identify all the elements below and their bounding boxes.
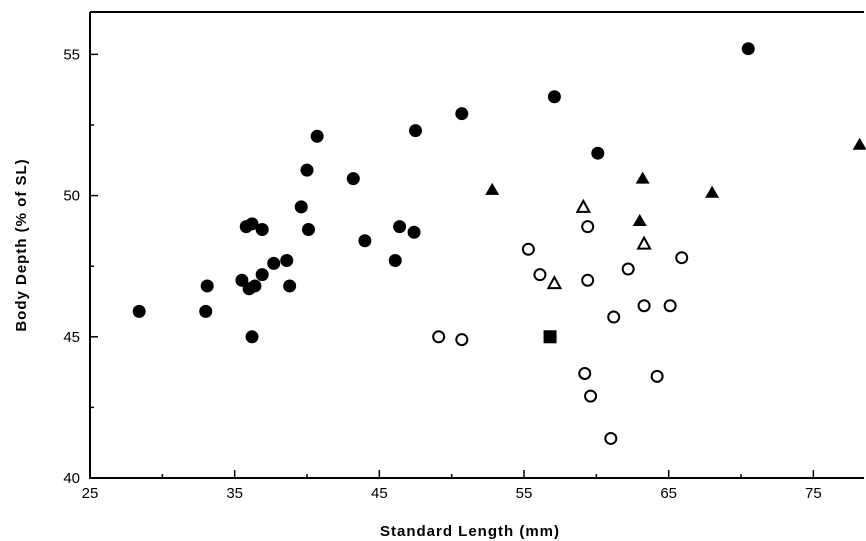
filled-triangle-point xyxy=(852,137,866,150)
filled-circle-point xyxy=(358,234,372,248)
filled-circle-point xyxy=(388,254,402,268)
filled-circle-point xyxy=(280,254,294,268)
filled-circle-point xyxy=(346,172,360,186)
x-tick-label: 35 xyxy=(226,485,243,502)
open-triangle-point xyxy=(575,198,592,213)
y-tick-label: 55 xyxy=(63,46,80,63)
open-triangle-point xyxy=(636,235,652,250)
y-tick-label: 50 xyxy=(63,188,80,205)
x-tick-label: 75 xyxy=(805,485,822,502)
filled-circle-point xyxy=(741,42,755,56)
filled-circle-point xyxy=(245,217,259,231)
open-circle-point xyxy=(581,273,595,287)
y-axis-title: Body Depth (% of SL) xyxy=(13,158,30,331)
data-points xyxy=(132,42,866,445)
filled-circle-point xyxy=(283,279,297,293)
open-triangle-point xyxy=(546,275,563,290)
open-circle-point xyxy=(650,369,664,383)
filled-circle-point xyxy=(393,220,407,234)
filled-circle-point xyxy=(132,304,146,318)
open-circle-point xyxy=(533,268,547,282)
filled-circle-point xyxy=(248,279,262,293)
x-tick-label: 25 xyxy=(82,485,99,502)
filled-circle-point xyxy=(200,279,214,293)
filled-circle-point xyxy=(301,222,315,236)
filled-circle-point xyxy=(300,163,314,177)
filled-circle-point xyxy=(409,124,423,138)
filled-square-point xyxy=(543,330,557,344)
x-tick-label: 55 xyxy=(516,485,533,502)
filled-circle-point xyxy=(407,225,421,239)
y-axis-ticks: 40 45 50 55 xyxy=(63,46,98,487)
filled-triangle-point xyxy=(635,171,650,184)
open-circle-point xyxy=(663,299,677,313)
filled-circle-point xyxy=(245,330,259,344)
filled-circle-point xyxy=(310,129,324,143)
open-circle-point xyxy=(604,431,618,445)
filled-circle-point xyxy=(455,107,469,121)
open-circle-point xyxy=(675,251,689,265)
filled-circle-point xyxy=(591,146,605,160)
filled-triangle-point xyxy=(632,213,647,226)
x-axis-ticks: 25 35 45 55 65 75 xyxy=(82,470,822,502)
open-circle-point xyxy=(521,242,535,256)
open-circle-point xyxy=(578,367,592,381)
y-tick-label: 40 xyxy=(63,470,80,487)
filled-triangle-point xyxy=(485,182,500,195)
open-circle-point xyxy=(607,310,621,324)
axes xyxy=(89,11,864,479)
filled-triangle-point xyxy=(705,185,720,198)
open-circle-point xyxy=(432,330,446,344)
y-tick-label: 45 xyxy=(63,329,80,346)
filled-circle-point xyxy=(199,304,213,318)
open-circle-point xyxy=(637,299,651,313)
open-circle-point xyxy=(581,220,595,234)
filled-circle-point xyxy=(235,273,249,287)
x-axis-title: Standard Length (mm) xyxy=(380,523,560,540)
filled-circle-point xyxy=(267,256,281,270)
filled-circle-point xyxy=(294,200,308,214)
filled-circle-point xyxy=(255,268,269,282)
filled-circle-point xyxy=(255,222,269,236)
open-circle-point xyxy=(584,389,598,403)
filled-circle-point xyxy=(547,90,561,104)
x-tick-label: 65 xyxy=(660,485,677,502)
axis-frame xyxy=(89,12,864,479)
x-tick-label: 45 xyxy=(371,485,388,502)
open-circle-point xyxy=(621,262,635,276)
open-circle-point xyxy=(455,333,469,347)
